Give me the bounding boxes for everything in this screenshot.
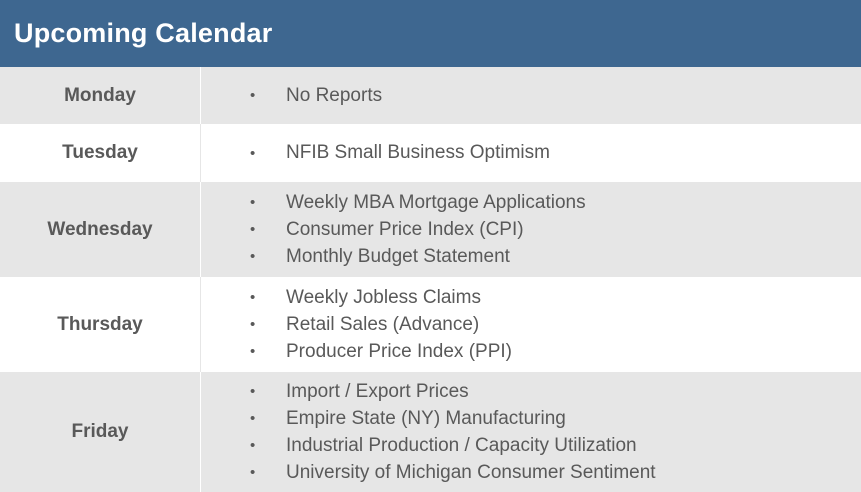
day-row-thursday: Thursday • Weekly Jobless Claims • Retail … xyxy=(0,277,861,372)
bullet-icon: • xyxy=(250,316,256,333)
event-item: • Monthly Budget Statement xyxy=(250,243,586,270)
column-divider xyxy=(200,277,201,372)
day-label: Tuesday xyxy=(62,142,138,163)
bullet-icon: • xyxy=(250,464,256,481)
event-item: • Import / Export Prices xyxy=(250,378,656,405)
event-item: • Producer Price Index (PPI) xyxy=(250,338,512,365)
bullet-icon: • xyxy=(250,221,256,238)
bullet-icon: • xyxy=(250,437,256,454)
event-item: • Retail Sales (Advance) xyxy=(250,311,512,338)
bullet-icon: • xyxy=(250,343,256,360)
event-label: University of Michigan Consumer Sentimen… xyxy=(286,461,656,483)
bullet-icon: • xyxy=(250,289,256,306)
event-list: • Weekly Jobless Claims • Retail Sales (Ad… xyxy=(250,284,512,365)
day-label: Friday xyxy=(71,421,129,442)
column-divider xyxy=(200,372,201,492)
event-label: Industrial Production / Capacity Utiliza… xyxy=(286,434,637,456)
bullet-icon: • xyxy=(250,87,256,104)
column-divider xyxy=(200,124,201,182)
event-list: • NFIB Small Business Optimism xyxy=(250,140,550,167)
page-title: Upcoming Calendar xyxy=(14,18,273,48)
bullet-icon: • xyxy=(250,144,256,162)
event-list: • Weekly MBA Mortgage Applications • Consu… xyxy=(250,189,586,270)
day-row-tuesday: Tuesday • NFIB Small Business Optimism xyxy=(0,124,861,182)
event-label: Import / Export Prices xyxy=(286,380,469,402)
day-label: Thursday xyxy=(57,313,143,335)
event-item: • Industrial Production / Capacity Utiliz… xyxy=(250,432,656,459)
day-label: Monday xyxy=(64,84,136,106)
event-item: • Weekly MBA Mortgage Applications xyxy=(250,189,586,216)
bullet-icon: • xyxy=(250,383,256,400)
day-row-friday: Friday • Import / Export Prices • Empire S… xyxy=(0,372,861,492)
event-item: • Consumer Price Index (CPI) xyxy=(250,216,586,243)
day-row-wednesday: Wednesday • Weekly MBA Mortgage Applicati… xyxy=(0,182,861,277)
event-item: • Weekly Jobless Claims xyxy=(250,284,512,311)
event-label: Monthly Budget Statement xyxy=(286,245,510,267)
event-item: • NFIB Small Business Optimism xyxy=(250,140,550,167)
bullet-icon: • xyxy=(250,410,256,427)
calendar-header: Upcoming Calendar xyxy=(0,0,861,67)
event-label: Weekly Jobless Claims xyxy=(286,286,481,308)
event-item: • Empire State (NY) Manufacturing xyxy=(250,405,656,432)
day-label: Wednesday xyxy=(47,218,153,240)
event-item: • University of Michigan Consumer Sentime… xyxy=(250,459,656,486)
event-list: • Import / Export Prices • Empire State (N… xyxy=(250,378,656,486)
event-list: • No Reports xyxy=(250,82,382,109)
bullet-icon: • xyxy=(250,194,256,211)
event-label: Retail Sales (Advance) xyxy=(286,313,480,335)
event-label: NFIB Small Business Optimism xyxy=(286,142,550,163)
column-divider xyxy=(200,67,201,124)
event-label: Empire State (NY) Manufacturing xyxy=(286,407,566,429)
day-row-monday: Monday • No Reports xyxy=(0,67,861,124)
event-label: Weekly MBA Mortgage Applications xyxy=(286,191,586,213)
event-label: Consumer Price Index (CPI) xyxy=(286,218,524,240)
event-label: Producer Price Index (PPI) xyxy=(286,340,512,362)
column-divider xyxy=(200,182,201,277)
bullet-icon: • xyxy=(250,248,256,265)
event-label: No Reports xyxy=(286,84,383,106)
event-item: • No Reports xyxy=(250,82,382,109)
